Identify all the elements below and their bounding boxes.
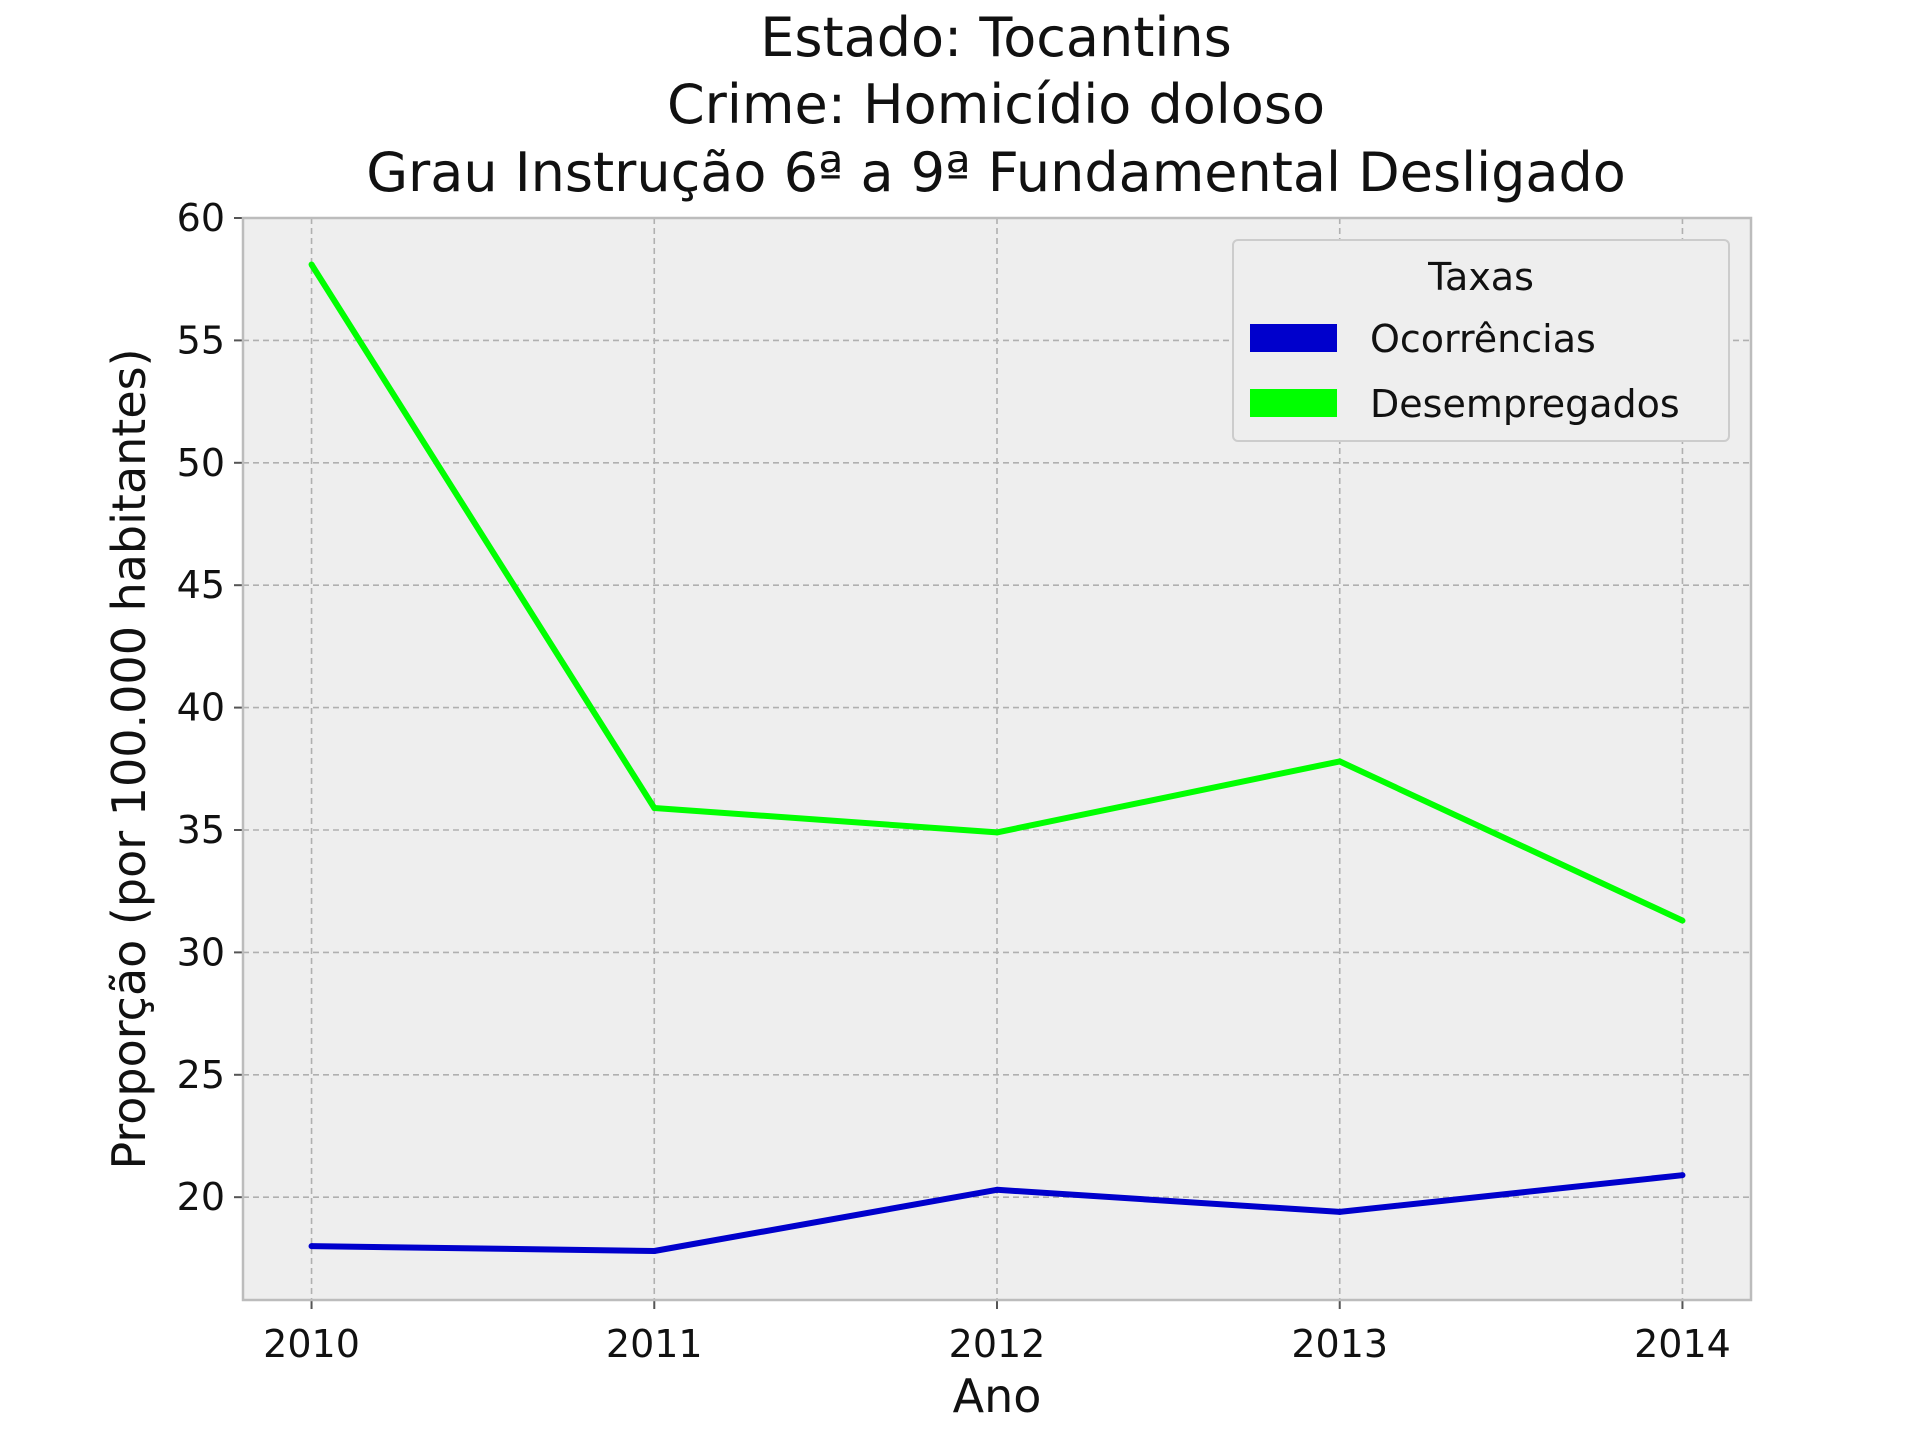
axis-ticks: 2010 2011 2012 2013 2014 20 25 30 35 40 45 50 55 60 [177, 196, 1731, 1366]
data-point [994, 1186, 1000, 1193]
chart-title-line-1: Estado: Tocantins [760, 6, 1232, 69]
legend-title: Taxas [1427, 255, 1534, 299]
y-tick-label: 55 [177, 318, 225, 362]
y-tick-label: 50 [177, 441, 225, 485]
data-point [308, 1243, 315, 1250]
x-tick-label: 2013 [1291, 1322, 1388, 1366]
data-point [1679, 917, 1686, 924]
legend-swatch-ocorrencias [1250, 324, 1337, 352]
legend-box [1232, 239, 1730, 442]
plot-frame [241, 216, 1753, 1302]
data-point [308, 261, 315, 268]
data-point [651, 804, 658, 811]
legend-swatch-desempregados [1250, 389, 1337, 417]
y-tick-label: 40 [177, 686, 225, 730]
y-axis-label: Proporção (por 100.000 habitantes) [102, 348, 156, 1169]
legend: Taxas Ocorrências Desempregados [1232, 239, 1730, 442]
x-tick-label: 2014 [1634, 1322, 1731, 1366]
data-point [994, 829, 1000, 836]
chart-title-line-3: Grau Instrução 6ª a 9ª Fundamental Desli… [366, 141, 1626, 204]
legend-label-ocorrencias: Ocorrências [1370, 317, 1596, 361]
y-tick-label: 35 [177, 808, 225, 852]
x-tick-label: 2011 [606, 1322, 703, 1366]
legend-label-desempregados: Desempregados [1370, 382, 1680, 426]
x-tick-label: 2012 [949, 1322, 1046, 1366]
y-tick-label: 45 [177, 563, 225, 607]
chart-title-line-2: Crime: Homicídio doloso [667, 73, 1325, 136]
data-point [1336, 1208, 1343, 1215]
y-tick-label: 20 [177, 1175, 225, 1219]
x-axis-label: Ano [953, 1369, 1042, 1423]
x-tick-label: 2010 [263, 1322, 360, 1366]
data-point [1336, 758, 1343, 765]
series-lines [308, 261, 1686, 1255]
data-point [1679, 1172, 1686, 1179]
data-point [651, 1248, 658, 1255]
y-tick-label: 25 [177, 1053, 225, 1097]
y-tick-label: 60 [177, 196, 225, 240]
y-tick-label: 30 [177, 930, 225, 974]
